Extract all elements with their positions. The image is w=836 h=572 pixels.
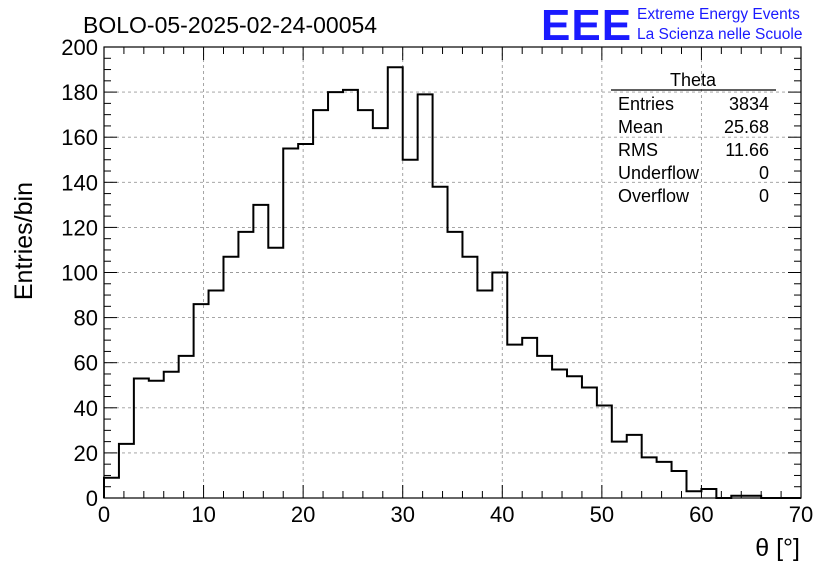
y-tick-label: 100: [61, 261, 98, 286]
histogram-bin: [552, 369, 567, 498]
y-tick-labels: 0 20 40 60 80 100 120 140 160 180 200: [61, 35, 98, 511]
histogram-bin: [448, 232, 463, 498]
histogram-bin: [477, 291, 492, 498]
stats-rows: Entries 3834 Mean 25.68 RMS 11.66 Underflow 0 Ov…: [618, 94, 769, 206]
histogram-bin: [462, 257, 477, 498]
x-tick-label: 70: [789, 502, 813, 527]
histogram-bin: [238, 232, 253, 498]
x-tick-label: 0: [98, 502, 110, 527]
histogram-bars: [103, 66, 801, 499]
x-axis-label: θ [°]: [755, 534, 800, 562]
y-tick-label: 140: [61, 170, 98, 195]
y-tick-label: 40: [74, 396, 98, 421]
stats-label: Overflow: [618, 186, 690, 206]
histogram-bin: [418, 94, 433, 498]
histogram-bin: [149, 381, 164, 498]
histogram-bin: [104, 478, 119, 498]
y-tick-label: 180: [61, 80, 98, 105]
histogram-bin: [642, 457, 657, 498]
eee-logo: EEE Extreme Energy Events La Scienza nel…: [541, 1, 802, 50]
x-tick-label: 10: [191, 502, 215, 527]
chart-title: BOLO-05-2025-02-24-00054: [83, 12, 377, 38]
histogram-bin: [164, 372, 179, 498]
histogram-bin: [343, 90, 358, 498]
histogram-bin: [179, 356, 194, 498]
eee-logo-line1: Extreme Energy Events: [637, 6, 800, 23]
histogram-bin: [298, 144, 313, 498]
histogram-bin: [567, 376, 582, 498]
x-tick-label: 30: [390, 502, 414, 527]
x-tick-label: 20: [291, 502, 315, 527]
stats-label: RMS: [618, 140, 658, 160]
stats-value: 0: [759, 186, 769, 206]
histogram-bin: [194, 304, 209, 498]
y-tick-label: 160: [61, 125, 98, 150]
histogram-bin: [373, 128, 388, 498]
stats-label: Entries: [618, 94, 674, 114]
stats-title: Theta: [670, 70, 717, 90]
grid-lines: [104, 47, 801, 498]
histogram-bin: [328, 92, 343, 498]
stats-box: Theta Entries 3834 Mean 25.68 RMS 11.66 Underf…: [611, 70, 776, 206]
histogram-bin: [686, 491, 701, 498]
eee-logo-line2: La Scienza nelle Scuole: [637, 26, 802, 43]
y-tick-label: 200: [61, 35, 98, 60]
y-tick-label: 60: [74, 351, 98, 376]
histogram-bin: [283, 148, 298, 498]
histogram-bin: [492, 273, 507, 499]
histogram-bin: [358, 110, 373, 498]
stats-value: 3834: [729, 94, 769, 114]
axis-ticks: [103, 46, 802, 499]
histogram-bin: [313, 110, 328, 498]
y-tick-label: 20: [74, 441, 98, 466]
stats-value: 11.66: [725, 140, 769, 160]
x-tick-label: 50: [590, 502, 614, 527]
histogram-bin: [582, 388, 597, 498]
histogram-bin: [268, 248, 283, 498]
histogram-bin: [433, 187, 448, 498]
histogram-outline: [103, 66, 801, 499]
histogram-bin: [612, 442, 627, 498]
histogram-bin: [597, 406, 612, 498]
stats-value: 25.68: [724, 117, 769, 137]
histogram-bin: [507, 345, 522, 498]
histogram-bin: [701, 489, 716, 498]
histogram-bin: [388, 67, 403, 498]
stats-label: Underflow: [618, 163, 700, 183]
x-tick-labels: 0 10 20 30 40 50 60 70: [98, 502, 813, 527]
histogram-bin: [403, 160, 418, 498]
histogram-bin: [657, 462, 672, 498]
x-tick-label: 40: [490, 502, 514, 527]
histogram-bin: [134, 378, 149, 498]
x-tick-label: 60: [689, 502, 713, 527]
histogram-bin: [522, 338, 537, 498]
stats-value: 0: [759, 163, 769, 183]
y-tick-label: 0: [86, 486, 98, 511]
histogram-bin: [209, 291, 224, 498]
y-axis-label: Entries/bin: [10, 182, 38, 300]
stats-label: Mean: [618, 117, 663, 137]
eee-logo-mark: EEE: [541, 1, 632, 50]
histogram-bin: [627, 435, 642, 498]
histogram-bin: [537, 356, 552, 498]
histogram-bin: [223, 257, 238, 498]
y-tick-label: 80: [74, 306, 98, 331]
histogram-bin: [253, 205, 268, 498]
histogram-bin: [119, 444, 134, 498]
histogram-bin: [672, 471, 687, 498]
y-tick-label: 120: [61, 215, 98, 240]
